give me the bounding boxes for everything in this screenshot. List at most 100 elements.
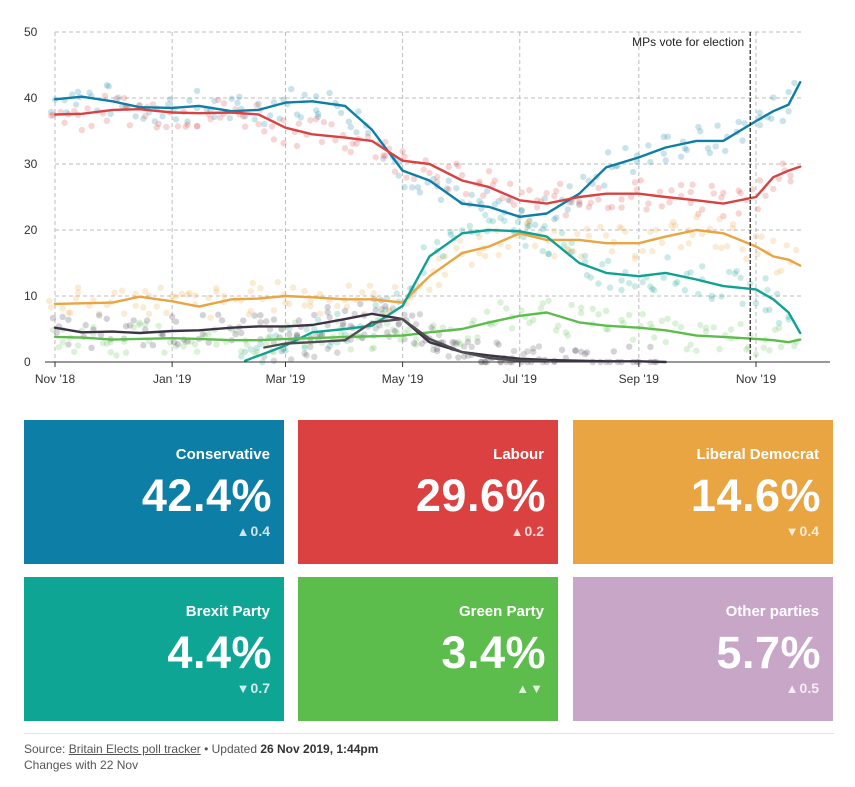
poll-dot: [652, 226, 660, 234]
poll-dot: [645, 200, 652, 207]
poll-dot: [503, 305, 510, 312]
poll-dot: [602, 232, 610, 239]
poll-dot: [770, 94, 777, 101]
poll-dot: [207, 314, 214, 321]
poll-dot: [587, 199, 595, 206]
poll-dot: [739, 137, 746, 144]
poll-dot: [343, 303, 351, 310]
poll-dot: [718, 293, 725, 300]
poll-dot: [622, 144, 629, 152]
poll-dot: [783, 242, 790, 249]
poll-dot: [409, 184, 416, 191]
poll-dot: [558, 229, 566, 237]
trend-line: [53, 81, 802, 218]
poll-dot: [510, 347, 518, 355]
poll-dot: [629, 168, 637, 176]
source-link[interactable]: Britain Elects poll tracker: [68, 742, 201, 756]
poll-dot: [687, 341, 694, 348]
poll-dot: [674, 278, 681, 286]
poll-dot: [464, 335, 472, 342]
party-name: Brexit Party: [185, 603, 270, 620]
poll-dot: [458, 171, 466, 179]
poll-dot: [430, 322, 437, 329]
poll-dot: [74, 284, 82, 291]
poll-dot: [184, 338, 191, 345]
poll-dot: [441, 253, 449, 260]
poll-dot: [445, 163, 452, 171]
poll-dot: [585, 232, 593, 240]
poll-dot: [163, 123, 170, 131]
poll-dot: [489, 218, 497, 225]
poll-dot: [215, 96, 222, 104]
poll-dot: [257, 319, 264, 326]
poll-dot: [541, 195, 548, 202]
poll-dot: [266, 333, 274, 340]
poll-dot: [372, 302, 379, 309]
y-tick-label: 50: [24, 25, 38, 39]
poll-dot: [140, 304, 147, 311]
poll-dot: [412, 321, 420, 328]
poll-dot: [633, 158, 641, 166]
poll-dot: [301, 287, 308, 295]
poll-dot: [368, 345, 376, 353]
poll-dot: [643, 206, 650, 213]
poll-dot: [228, 95, 235, 102]
poll-dot: [412, 341, 420, 348]
poll-dot: [334, 310, 341, 317]
poll-dot: [238, 329, 245, 337]
poll-dot: [618, 316, 625, 324]
poll-dot: [293, 331, 301, 338]
poll-dot: [115, 94, 122, 101]
poll-dot: [355, 108, 362, 115]
poll-dot: [272, 332, 280, 339]
poll-dot: [401, 183, 408, 191]
poll-dot: [599, 261, 606, 268]
poll-dot: [391, 168, 399, 175]
poll-dot: [220, 292, 228, 300]
poll-dot: [733, 267, 740, 275]
poll-dot: [391, 327, 399, 335]
poll-dot: [470, 317, 477, 324]
poll-dot: [618, 204, 625, 211]
poll-dot: [568, 301, 575, 309]
poll-dot: [99, 339, 107, 347]
poll-dot: [699, 263, 706, 270]
poll-dot: [105, 83, 112, 90]
poll-dot: [416, 189, 424, 196]
poll-dot: [762, 307, 769, 314]
poll-dot: [270, 136, 278, 143]
up-arrow-icon: ▲: [785, 681, 799, 696]
poll-dot: [553, 327, 560, 334]
poll-dot: [672, 222, 679, 229]
poll-dot: [401, 336, 408, 343]
annotation-label: MPs vote for election: [632, 35, 744, 49]
poll-dot: [433, 173, 441, 181]
poll-dot: [466, 222, 474, 230]
poll-dot: [395, 172, 402, 179]
x-tick-label: May '19: [382, 372, 424, 386]
poll-dot: [282, 299, 289, 307]
poll-dot: [46, 297, 53, 305]
poll-dot: [401, 153, 408, 160]
footer-divider: [24, 733, 834, 734]
poll-dot: [481, 211, 489, 219]
poll-dot: [697, 321, 704, 329]
poll-dot: [382, 306, 389, 313]
poll-dot: [505, 243, 512, 251]
poll-dot: [236, 93, 243, 101]
poll-dot: [288, 85, 295, 93]
poll-dot: [697, 128, 704, 135]
poll-dot: [602, 325, 610, 333]
poll-dot: [489, 181, 497, 188]
poll-dot: [270, 357, 278, 364]
poll-dot: [608, 203, 616, 211]
poll-dot: [72, 101, 80, 108]
poll-dot: [585, 203, 593, 211]
x-tick-label: Sep '19: [619, 372, 660, 386]
poll-dot: [278, 326, 285, 333]
poll-dot: [167, 339, 174, 346]
poll-dot: [59, 339, 66, 346]
poll-dot: [132, 302, 139, 309]
poll-dot: [483, 308, 491, 315]
poll-dot: [480, 192, 487, 199]
